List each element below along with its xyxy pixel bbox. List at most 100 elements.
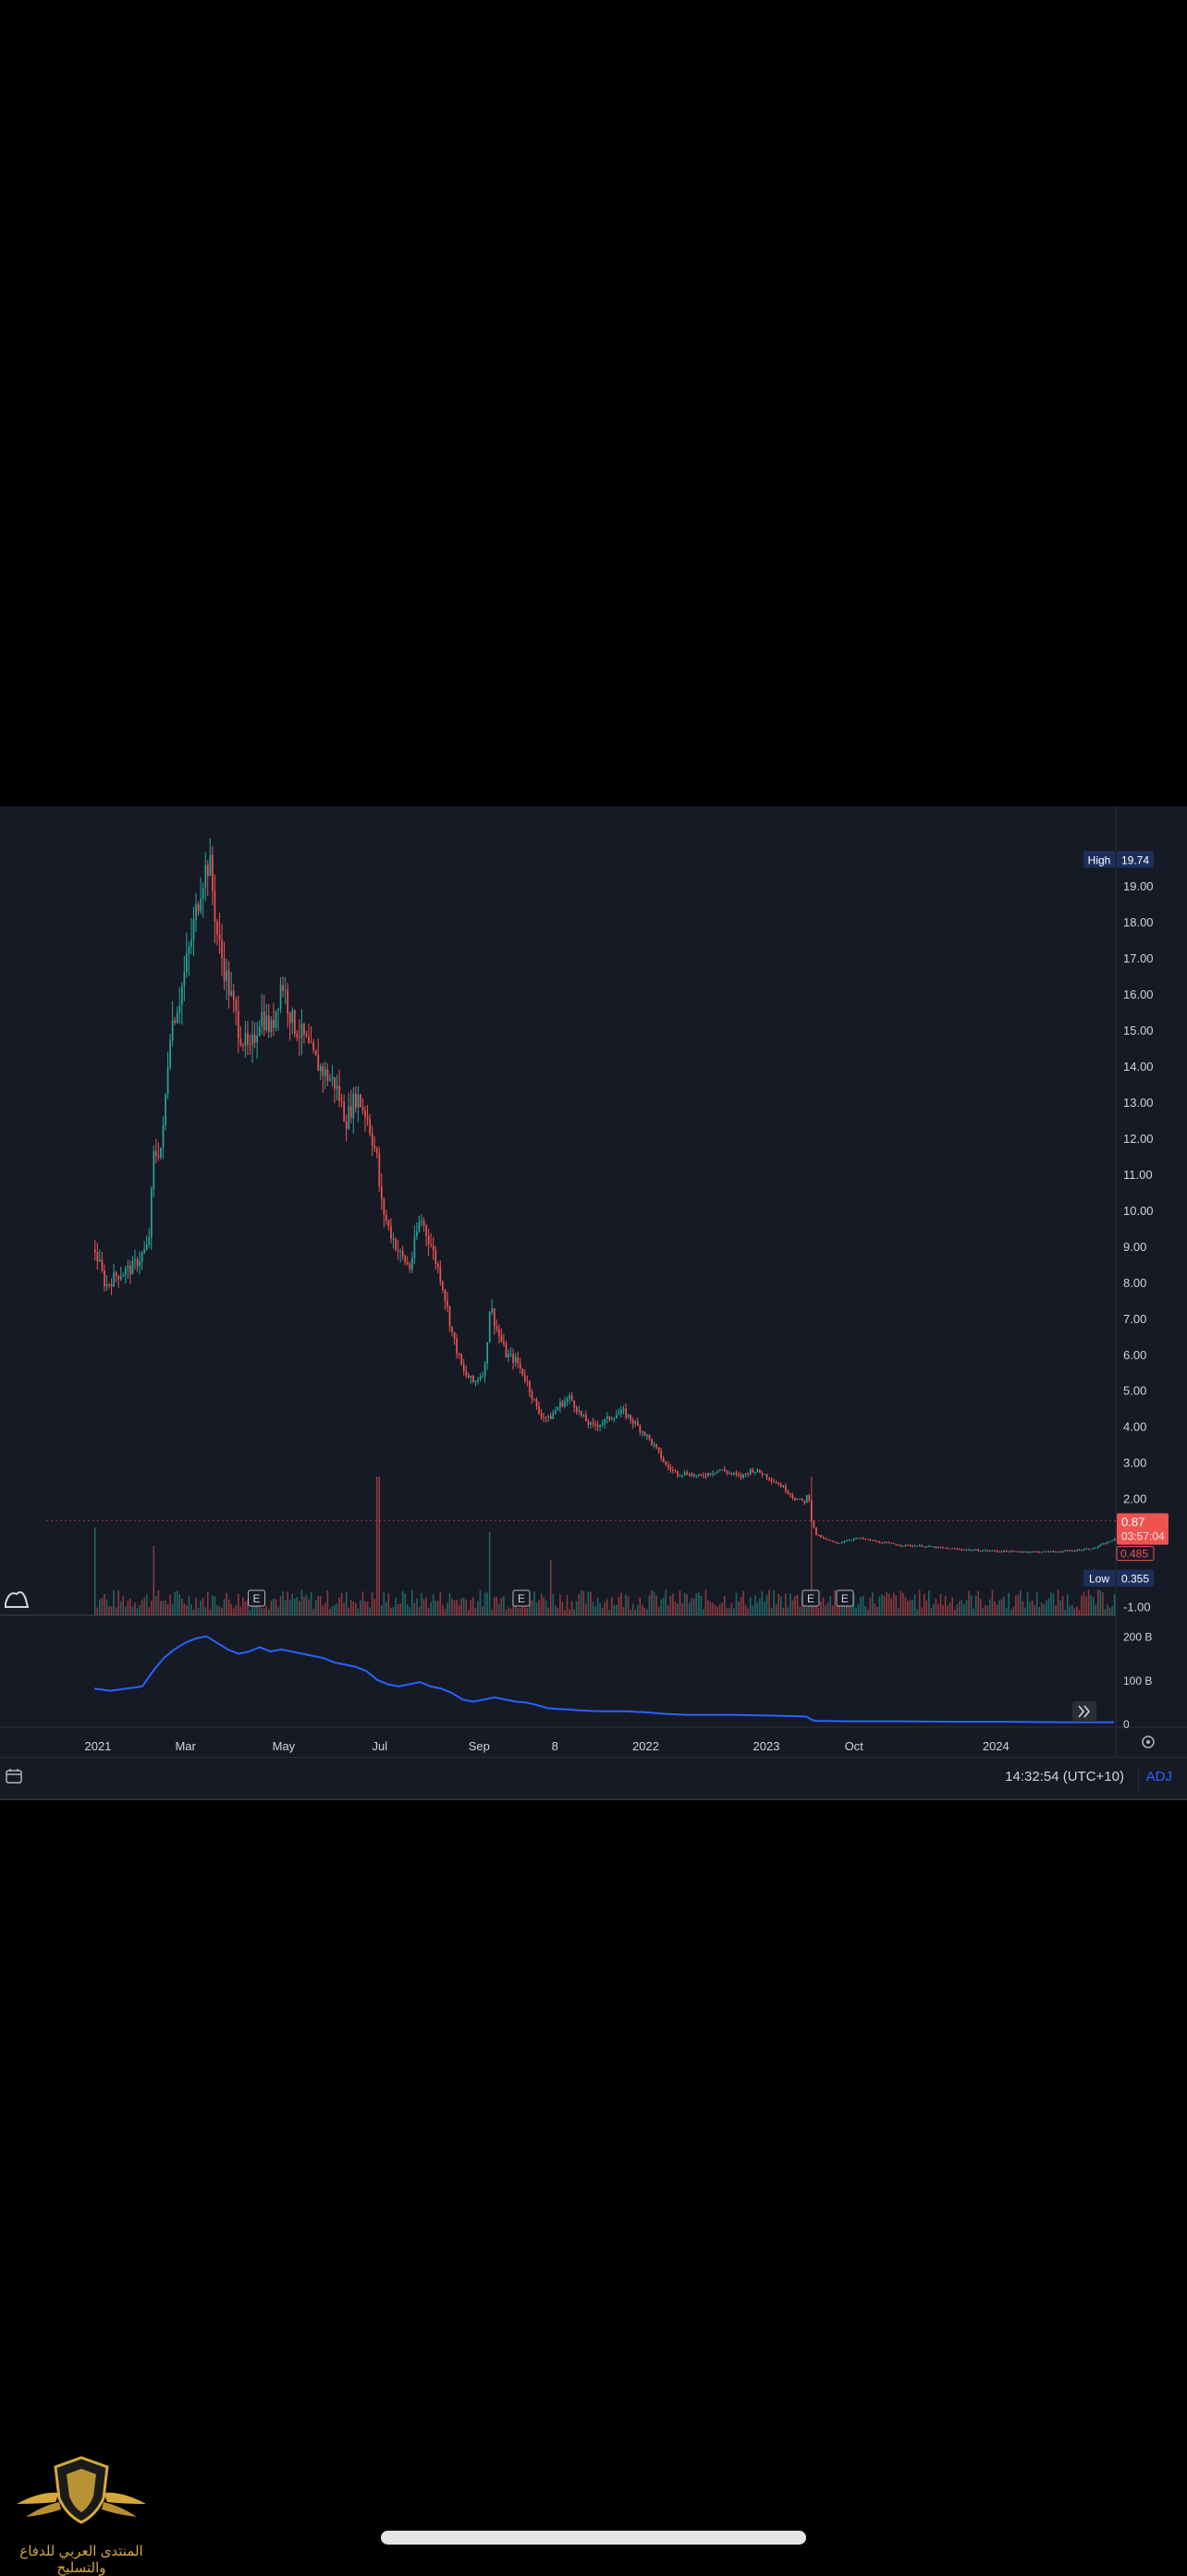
volume-bar xyxy=(338,1597,340,1615)
volume-bar xyxy=(129,1598,131,1615)
volume-bar xyxy=(369,1607,371,1615)
candle xyxy=(1071,1551,1073,1552)
candle xyxy=(230,990,233,996)
volume-bar xyxy=(122,1596,125,1615)
volume-bar xyxy=(329,1609,331,1615)
volume-bar xyxy=(1038,1606,1041,1615)
candle xyxy=(418,1221,421,1233)
candle xyxy=(1029,1552,1031,1553)
volume-bar xyxy=(291,1593,294,1615)
volume-bar xyxy=(303,1596,305,1615)
volume-bar xyxy=(467,1609,470,1615)
volume-bar xyxy=(599,1602,601,1615)
volume-bar xyxy=(573,1609,575,1615)
volume-bar xyxy=(817,1607,820,1615)
volume-bar xyxy=(923,1593,925,1615)
candle xyxy=(991,1550,994,1552)
candle xyxy=(237,1011,239,1039)
candle xyxy=(496,1326,498,1330)
candle xyxy=(688,1474,691,1477)
volume-bar xyxy=(738,1601,740,1615)
volume-bar xyxy=(99,1599,101,1615)
candle xyxy=(503,1341,505,1344)
candle xyxy=(284,989,287,991)
candle xyxy=(918,1545,921,1547)
volume-bar xyxy=(202,1598,204,1615)
candle xyxy=(538,1405,540,1414)
home-indicator[interactable] xyxy=(381,2531,806,2545)
forum-watermark: المنتدى العربي للدفاع والتسليح xyxy=(7,2450,155,2576)
chart-area[interactable]: 19.00 18.00 17.00 16.00 15.00 14.00 13.00 12.00… xyxy=(0,806,1187,1800)
candle xyxy=(206,865,209,877)
volume-bar xyxy=(322,1605,324,1615)
volume-bar xyxy=(230,1603,232,1615)
price-tick-label: -1.00 xyxy=(1123,1601,1151,1614)
candle xyxy=(345,1122,348,1129)
candle xyxy=(134,1259,136,1261)
candle xyxy=(349,1106,352,1119)
candle xyxy=(1092,1547,1095,1550)
volume-bar xyxy=(904,1597,907,1615)
candle xyxy=(355,1093,357,1108)
candle xyxy=(916,1546,919,1548)
calendar-icon[interactable] xyxy=(6,1768,22,1785)
volume-bar xyxy=(744,1604,747,1615)
candle xyxy=(726,1471,728,1474)
volume-bar xyxy=(503,1596,505,1615)
adj-toggle[interactable]: ADJ xyxy=(1145,1769,1172,1785)
candle xyxy=(360,1094,361,1108)
volume-bar xyxy=(582,1590,585,1615)
volume-bar xyxy=(968,1590,970,1615)
candle xyxy=(933,1546,935,1548)
volume-bar xyxy=(312,1608,314,1615)
volume-bar xyxy=(596,1598,599,1615)
candle xyxy=(409,1264,411,1270)
candle xyxy=(672,1469,674,1471)
candle xyxy=(951,1548,954,1550)
volume-bar xyxy=(288,1600,291,1615)
candle xyxy=(474,1380,477,1382)
tradingview-logo-icon[interactable] xyxy=(5,1591,30,1608)
candle xyxy=(547,1416,550,1418)
earnings-marker[interactable] xyxy=(248,1589,266,1607)
volume-bar xyxy=(392,1607,395,1615)
volume-bar xyxy=(749,1596,752,1615)
earnings-marker-label: E xyxy=(841,1592,849,1605)
earnings-marker-label: E xyxy=(518,1592,525,1605)
volume-bar xyxy=(794,1596,796,1615)
candle xyxy=(110,1283,113,1287)
candle xyxy=(1005,1550,1008,1552)
gear-icon[interactable] xyxy=(1142,1736,1155,1748)
volume-bar xyxy=(838,1601,841,1615)
candle xyxy=(1073,1551,1076,1552)
candle xyxy=(99,1259,101,1261)
volume-bar xyxy=(1005,1608,1008,1615)
volume-bar xyxy=(555,1605,557,1615)
candle xyxy=(117,1275,120,1280)
volume-bar xyxy=(985,1605,986,1615)
candle xyxy=(636,1421,639,1426)
volume-bar xyxy=(535,1602,538,1615)
candle xyxy=(115,1272,117,1276)
candle xyxy=(831,1540,834,1542)
volume-bar xyxy=(496,1597,498,1615)
volume-bar xyxy=(451,1599,453,1615)
volume-bar xyxy=(378,1477,381,1615)
candle xyxy=(662,1458,665,1463)
volume-bar xyxy=(223,1599,226,1615)
volume-bar xyxy=(334,1604,336,1615)
volume-bar xyxy=(488,1532,491,1615)
price-chart[interactable]: 19.00 18.00 17.00 16.00 15.00 14.00 13.00 12.00… xyxy=(0,806,1187,1797)
volume-bar xyxy=(155,1596,157,1615)
candle xyxy=(594,1423,596,1426)
earnings-marker[interactable] xyxy=(802,1589,820,1607)
earnings-marker[interactable] xyxy=(836,1589,854,1607)
candle xyxy=(674,1469,677,1472)
candle xyxy=(817,1535,820,1537)
candle xyxy=(155,1151,157,1156)
volume-bar xyxy=(653,1591,655,1615)
volume-bar xyxy=(512,1600,514,1615)
volume-bar xyxy=(214,1596,216,1615)
earnings-marker[interactable] xyxy=(512,1589,531,1607)
candle xyxy=(820,1535,822,1538)
